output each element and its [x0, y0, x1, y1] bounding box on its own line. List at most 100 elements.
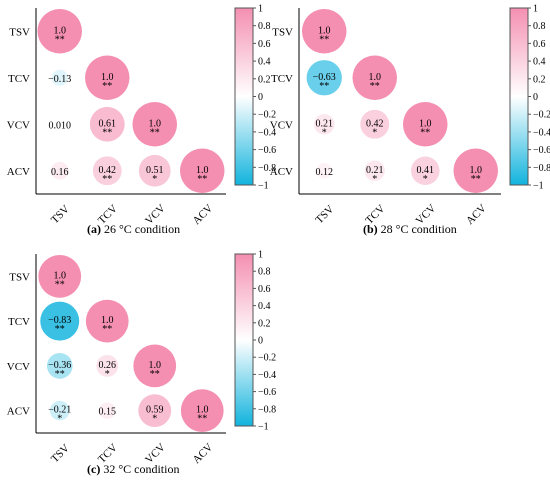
panel-c-cell-acv-vcv-circle — [138, 394, 172, 428]
panel-b-colorbar-tick-label-4: 0.2 — [533, 74, 546, 85]
panel-a-cell-vcv-tcv-value: 0.61 — [99, 118, 117, 129]
panel-a-colorbar-tick-label-8: −0.6 — [258, 145, 276, 156]
panel-a-colorbar-tick-label-10: −1 — [258, 181, 269, 192]
panel-a-cell-vcv-vcv-value: 1.0 — [149, 118, 162, 129]
panel-c-cell-acv-acv-significance: ** — [197, 414, 207, 425]
panel-b-cell-acv-tsv-circle — [316, 163, 332, 179]
panel-b-colorbar-tick-label-8: −0.6 — [533, 145, 550, 156]
panel-b-cell-acv-vcv-significance: * — [423, 174, 428, 185]
panel-c-colorbar-tick-label-3: 0.4 — [258, 301, 271, 312]
panel-b-cell-vcv-tcv-circle — [360, 109, 390, 139]
panel-a-cell-tcv-tcv-value: 1.0 — [101, 72, 114, 83]
panel-c-row-label-tsv: TSV — [9, 271, 30, 283]
panel-a-colorbar-tick-label-0: 1 — [258, 4, 263, 15]
panel-a-cell-acv-vcv-circle — [138, 154, 171, 187]
panel-a-cell-acv-acv-circle — [180, 148, 225, 193]
panel-a-cell-acv-acv-value: 1.0 — [196, 165, 209, 176]
panel-c-cell-acv-tsv-circle — [49, 400, 70, 421]
panel-c-caption-label: (c) — [87, 462, 101, 476]
panel-c-cell-vcv-vcv-value: 1.0 — [149, 360, 162, 371]
panel-c-cell-tsv-tsv-significance: ** — [55, 279, 65, 290]
panel-a-cell-vcv-vcv-circle — [132, 102, 177, 147]
panel-b-cell-tcv-tsv-value: −0.63 — [313, 72, 336, 83]
panel-b-colorbar-tick-label-5: 0 — [533, 92, 538, 103]
panel-c-cell-acv-tcv-value: 0.15 — [99, 407, 117, 418]
panel-c-colorbar-tick-label-5: 0 — [258, 336, 263, 347]
panel-b-cell-acv-acv-value: 1.0 — [470, 165, 483, 176]
panel-a-caption: (a) 26 °C condition — [87, 222, 180, 237]
panel-c-cell-tcv-tsv-value: −0.83 — [48, 315, 71, 326]
panel-c-chart: TSVTSVTCVTCVVCVVCVACVACV1.0**−0.83**1.0*… — [7, 250, 276, 467]
panel-c-colorbar-tick-label-6: −0.2 — [258, 353, 276, 364]
panel-b-cell-tcv-tsv-significance: ** — [319, 81, 329, 92]
panel-c-col-label-acv: ACV — [190, 441, 215, 466]
panel-c-row-label-vcv: VCV — [7, 361, 30, 373]
panel-a-cell-vcv-tcv-circle — [89, 106, 125, 142]
panel-b-caption: (b) 28 °C condition — [363, 222, 457, 237]
panel-a-colorbar — [234, 7, 254, 186]
panel-c-colorbar-tick-label-10: −1 — [258, 422, 269, 433]
panel-b-row-label-tcv: TCV — [271, 73, 293, 85]
panel-c-cell-acv-vcv-significance: * — [152, 414, 157, 425]
panel-b-cell-tcv-tcv-significance: ** — [370, 81, 380, 92]
panel-b-colorbar-tick-label-2: 0.6 — [533, 39, 546, 50]
panel-a-colorbar-tick-label-6: −0.2 — [258, 110, 276, 121]
panel-b-row-label-vcv: VCV — [270, 119, 293, 131]
panel-b-colorbar — [509, 7, 529, 186]
panel-b-colorbar-tick-label-9: −0.8 — [533, 163, 550, 174]
panel-a-colorbar-tick-label-9: −0.8 — [258, 163, 276, 174]
panel-c-cell-vcv-tsv-circle — [46, 353, 73, 379]
panel-b-colorbar-tick-label-6: −0.2 — [533, 110, 550, 121]
panel-c-cell-tcv-tsv-circle — [40, 301, 80, 341]
panel-b-cell-vcv-tcv-significance: * — [372, 127, 377, 138]
panel-a-cell-vcv-vcv-significance: ** — [150, 127, 160, 138]
panel-b-cell-acv-tcv-circle — [364, 160, 385, 181]
panel-a-cell-vcv-tsv-value: 0.010 — [49, 120, 72, 131]
panel-b-cell-vcv-vcv-significance: ** — [420, 127, 430, 138]
panel-c-cell-acv-tsv-significance: * — [57, 414, 62, 425]
panel-b-colorbar-tick-label-0: 1 — [533, 4, 538, 15]
panel-c-cell-vcv-vcv-circle — [133, 344, 177, 388]
panel-b-cell-tcv-tsv-circle — [306, 60, 342, 96]
panel-b-cell-vcv-tsv-value: 0.21 — [316, 118, 334, 129]
panel-c-cell-vcv-tcv-significance: * — [105, 369, 110, 380]
panel-b-cell-acv-acv-circle — [453, 148, 498, 193]
panel-b-cell-vcv-tcv-value: 0.42 — [366, 118, 384, 129]
panel-c-cell-acv-acv-value: 1.0 — [196, 405, 209, 416]
panel-c-row-label-acv: ACV — [7, 406, 30, 418]
panel-c-cell-tsv-tsv-value: 1.0 — [54, 270, 67, 281]
panel-a-cell-vcv-tsv-circle — [57, 122, 62, 127]
panel-c-colorbar-tick-label-8: −0.6 — [258, 387, 276, 398]
panel-b-col-label-tsv: TSV — [313, 203, 336, 226]
panel-b-caption-label: (b) — [363, 222, 378, 236]
panel-b-cell-acv-tcv-value: 0.21 — [366, 165, 384, 176]
panel-b-row-label-acv: ACV — [270, 166, 293, 178]
panel-a-colorbar-tick-label-3: 0.4 — [258, 57, 271, 68]
panel-a-row-label-tsv: TSV — [9, 26, 30, 38]
panel-b-colorbar-tick-label-1: 0.8 — [533, 21, 546, 32]
panel-b-caption-text: 28 °C condition — [380, 222, 457, 236]
panel-c-caption: (c) 32 °C condition — [87, 462, 179, 477]
panel-c-colorbar-tick-label-1: 0.8 — [258, 267, 271, 278]
panel-a-row-label-acv: ACV — [7, 166, 30, 178]
panel-c-col-label-tsv: TSV — [49, 442, 72, 465]
panel-c-cell-acv-acv-circle — [180, 389, 224, 432]
panel-b-chart: TSVTSVTCVTCVVCVVCVACVACV1.0**−0.63**1.0*… — [270, 4, 550, 228]
panel-b-colorbar-tick-label-10: −1 — [533, 181, 544, 192]
panel-b-cell-acv-vcv-value: 0.41 — [417, 165, 435, 176]
panel-a-cell-tsv-tsv-circle — [37, 9, 82, 54]
panel-c-cell-tsv-tsv-circle — [38, 255, 82, 298]
panel-a-cell-acv-vcv-value: 0.51 — [146, 165, 164, 176]
panel-a-cell-tcv-tsv-value: −0.13 — [48, 74, 71, 85]
panel-b-cell-acv-tcv-significance: * — [372, 174, 377, 185]
panel-a-cell-acv-tsv-circle — [50, 161, 69, 180]
panel-b-cell-vcv-tsv-circle — [314, 114, 335, 135]
panel-b-cell-tsv-tsv-significance: ** — [319, 34, 329, 45]
panel-a-cell-acv-tsv-value: 0.16 — [51, 167, 69, 178]
panel-b-colorbar-tick-label-3: 0.4 — [533, 57, 546, 68]
panel-c-cell-vcv-tsv-significance: ** — [55, 369, 65, 380]
panel-b-colorbar-tick-label-7: −0.4 — [533, 127, 550, 138]
panel-b-cell-tcv-tcv-circle — [352, 55, 397, 100]
